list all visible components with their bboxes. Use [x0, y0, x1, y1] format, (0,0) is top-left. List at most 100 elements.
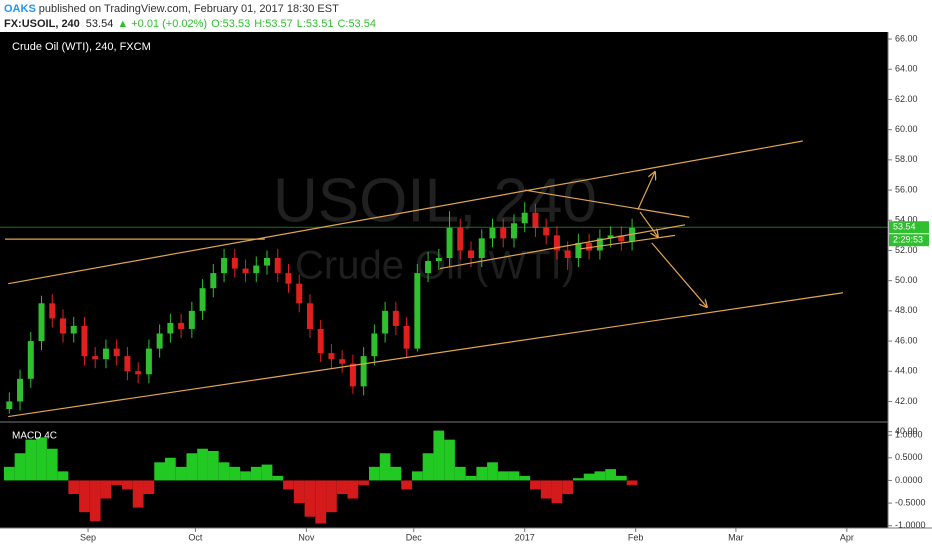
candle-body	[586, 242, 593, 251]
ohlc-open: O:53.53	[211, 18, 250, 30]
trend-line	[579, 234, 676, 250]
candle-body	[17, 378, 24, 402]
candle-body	[596, 238, 603, 251]
arrow: ▲	[117, 18, 128, 30]
candle-body	[199, 288, 206, 311]
candle-body	[210, 273, 217, 289]
candle-body	[167, 322, 174, 334]
histogram-bar	[530, 480, 541, 490]
trend-line	[8, 292, 843, 418]
histogram-bar	[551, 480, 563, 504]
countdown-box	[889, 234, 929, 247]
candle-body	[102, 348, 109, 360]
histogram-bar	[422, 453, 434, 481]
pane-title: Crude Oil (WTI), 240, FXCM	[12, 41, 151, 53]
candle-body	[521, 212, 528, 224]
histogram-bar	[68, 480, 80, 495]
histogram-bar	[401, 480, 412, 490]
y-tick-label: -1.0000	[895, 520, 926, 530]
change: +0.01 (+0.02%)	[131, 18, 207, 30]
histogram-bar	[100, 480, 112, 499]
last-price-label: 53.54	[893, 222, 916, 232]
candle-body	[178, 322, 185, 329]
histogram-bar	[315, 480, 327, 524]
candle-body	[446, 227, 453, 258]
histogram-bar	[347, 480, 359, 499]
histogram-bar	[615, 475, 627, 481]
candle-body	[553, 235, 560, 251]
header-line-1: OAKS published on TradingView.com, Februa…	[4, 3, 339, 15]
histogram-bar	[111, 480, 123, 485]
x-tick-label: Dec	[406, 532, 423, 542]
histogram-bar	[390, 466, 402, 481]
histogram-bar	[79, 480, 90, 513]
histogram-bar	[326, 480, 337, 513]
candle-body	[360, 356, 367, 387]
candle-body	[392, 310, 399, 326]
histogram-bar	[497, 471, 509, 481]
candle-body	[532, 212, 539, 228]
histogram-bar	[336, 480, 348, 495]
histogram-bar	[3, 466, 15, 481]
histogram-bar	[46, 448, 58, 481]
histogram-bar	[272, 475, 284, 481]
published: published on TradingView.com, February 0…	[39, 3, 339, 15]
histogram-bar	[358, 480, 370, 485]
x-tick-label: Apr	[840, 532, 854, 542]
candle-body	[618, 235, 625, 242]
x-tick-label: Mar	[728, 532, 744, 542]
y-tick-label: 48.00	[895, 305, 918, 315]
candle-body	[296, 283, 303, 304]
y-tick-label: 0.0000	[895, 475, 923, 485]
candle-body	[221, 258, 228, 274]
candle-body	[124, 356, 131, 372]
y-tick-label: 64.00	[895, 64, 918, 74]
histogram-bar	[465, 475, 477, 481]
pane-title: MACD 4C	[12, 431, 57, 442]
author[interactable]: OAKS	[4, 3, 36, 15]
candle-body	[607, 235, 614, 239]
candle-body	[543, 227, 550, 236]
candle-body	[285, 273, 292, 284]
histogram-bar	[626, 480, 638, 485]
candle-body	[135, 371, 142, 375]
y-tick-label: -0.5000	[895, 497, 926, 507]
y-tick-label: 66.00	[895, 33, 918, 43]
histogram-bar	[250, 466, 262, 481]
ohlc-close: C:53.54	[337, 18, 376, 30]
macd-pane	[3, 430, 638, 524]
y-tick-label: 56.00	[895, 184, 918, 194]
candle-body	[425, 261, 432, 274]
histogram-bar	[411, 471, 423, 481]
histogram-bar	[143, 480, 155, 495]
histogram-bar	[573, 478, 584, 481]
y-tick-label: 58.00	[895, 154, 918, 164]
histogram-bar	[433, 430, 445, 481]
countdown: 2:29:53	[893, 235, 923, 245]
arrow	[651, 242, 707, 307]
candle-body	[478, 238, 485, 258]
candle-body	[564, 250, 571, 258]
y-tick-label: 60.00	[895, 124, 918, 134]
candle-body	[349, 363, 356, 387]
histogram-bar	[519, 475, 531, 481]
histogram-bar	[476, 466, 488, 481]
histogram-bar	[122, 480, 133, 490]
candle-body	[382, 310, 389, 334]
candle-body	[414, 273, 421, 349]
last: 53.54	[86, 18, 114, 30]
candle-body	[575, 242, 582, 258]
watermark: Crude Oil (WTI)	[295, 244, 575, 288]
histogram-bar	[369, 466, 380, 481]
y-tick-label: 0.5000	[895, 452, 923, 462]
histogram-bar	[605, 469, 616, 481]
histogram-bar	[594, 471, 606, 481]
histogram-bar	[562, 480, 574, 495]
y-tick-label: 50.00	[895, 275, 918, 285]
candle-body	[435, 258, 442, 262]
histogram-bar	[454, 466, 466, 481]
candle-body	[27, 341, 34, 379]
candle-body	[306, 303, 313, 329]
